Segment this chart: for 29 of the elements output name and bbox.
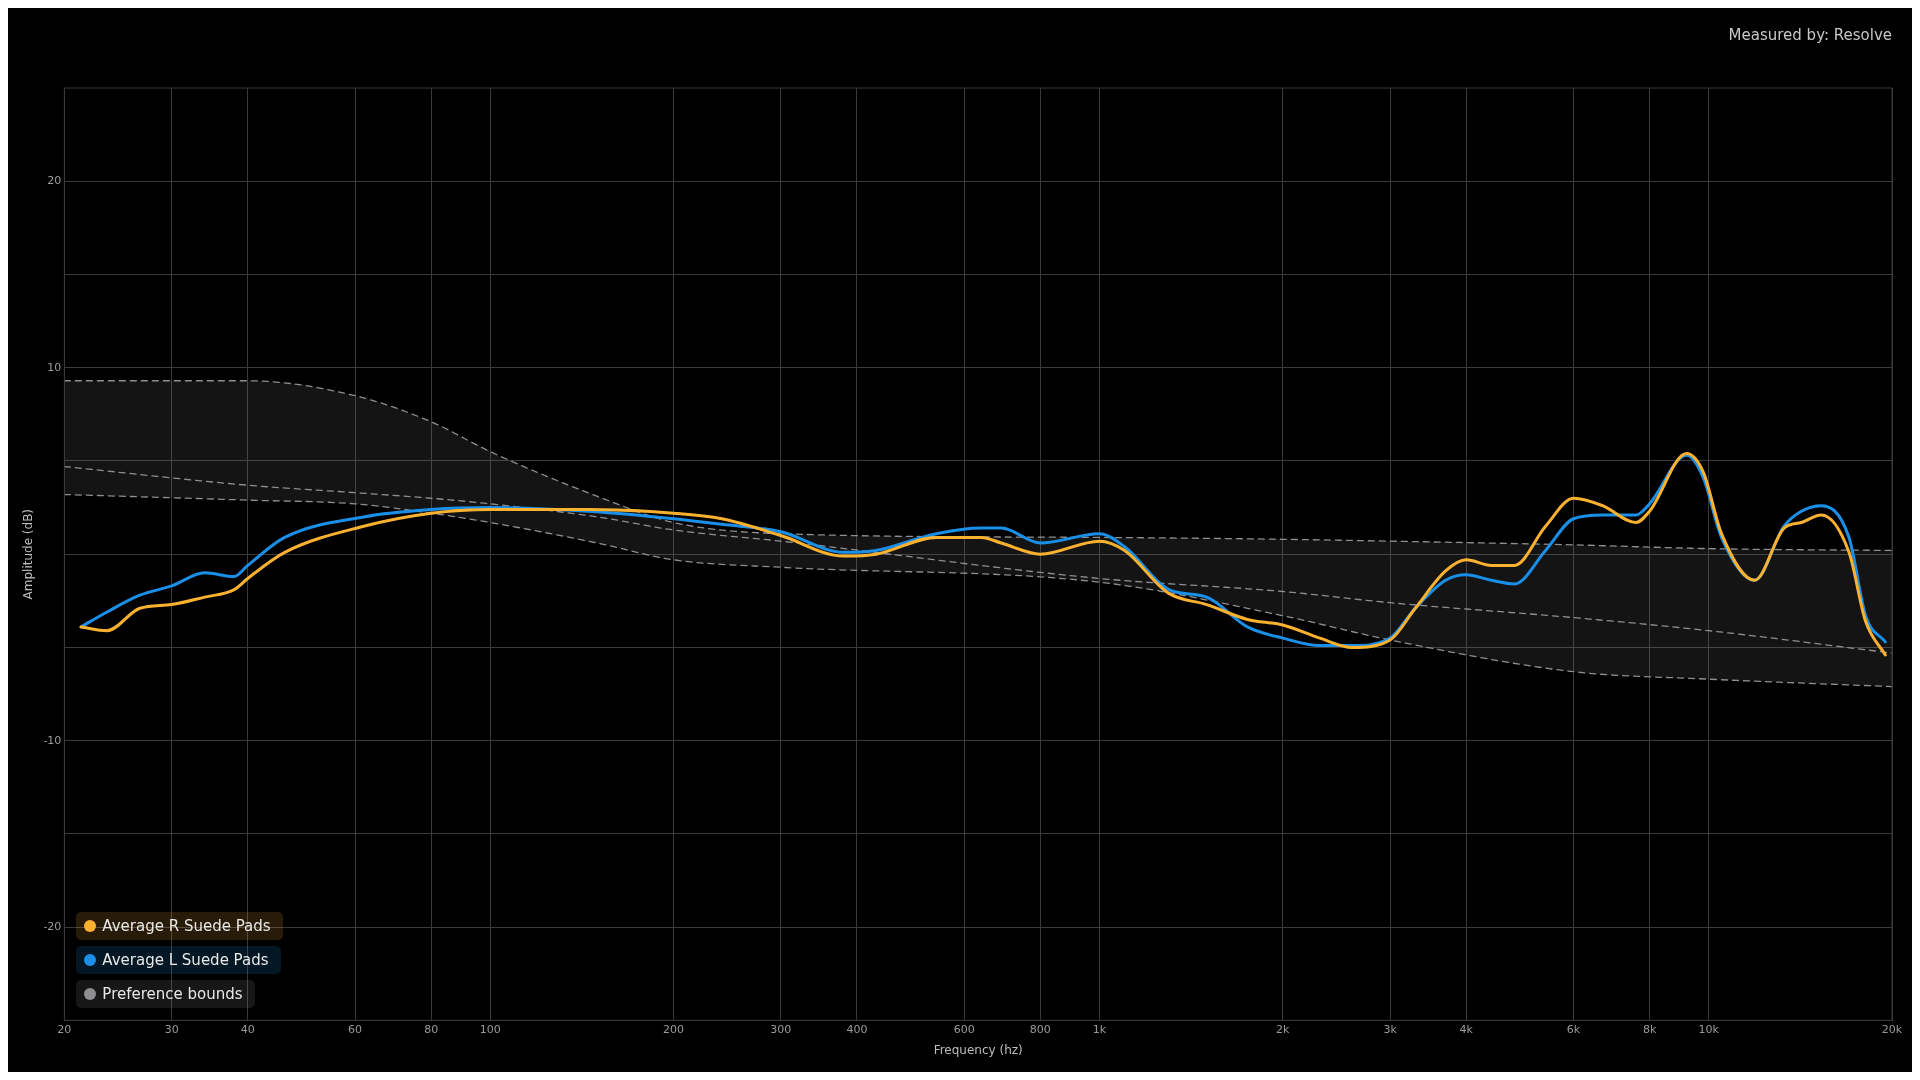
x-axis-title: Frequency (hz) [933, 1042, 1023, 1057]
x-tick-label: 200 [663, 1022, 685, 1036]
x-tick-label: 2k [1276, 1022, 1291, 1036]
text: Measured by: Resolve [1728, 26, 1892, 45]
x-tick-label: 60 [348, 1022, 363, 1036]
x-tick-label: 800 [1029, 1022, 1051, 1036]
x-tick-label: 20k [1881, 1022, 1903, 1036]
x-tick-label: 30 [164, 1022, 179, 1036]
y-tick-label: -20 [43, 920, 62, 934]
legend-label: Average L Suede Pads [102, 951, 269, 970]
x-tick-label: 400 [846, 1022, 868, 1036]
x-tick-label: 20 [57, 1022, 72, 1036]
x-tick-label: 600 [953, 1022, 975, 1036]
x-tick-label: 100 [479, 1022, 501, 1036]
legend-label: Average R Suede Pads [102, 917, 271, 936]
x-tick-label: 300 [770, 1022, 792, 1036]
x-tick-label: 40 [240, 1022, 255, 1036]
x-tick-label: 3k [1383, 1022, 1398, 1036]
y-axis-title: Amplitude (dB) [21, 508, 36, 600]
y-tick-label: -10 [43, 733, 62, 747]
x-tick-label: 8k [1642, 1022, 1657, 1036]
y-tick-label: 20 [47, 174, 62, 188]
x-tick-label: 1k [1092, 1022, 1107, 1036]
y-tick-label: 10 [47, 360, 62, 374]
x-tick-label: 10k [1698, 1022, 1720, 1036]
legend-label: Preference bounds [102, 985, 243, 1004]
x-tick-label: 80 [424, 1022, 439, 1036]
x-tick-label: 6k [1566, 1022, 1581, 1036]
x-tick-label: 4k [1459, 1022, 1474, 1036]
